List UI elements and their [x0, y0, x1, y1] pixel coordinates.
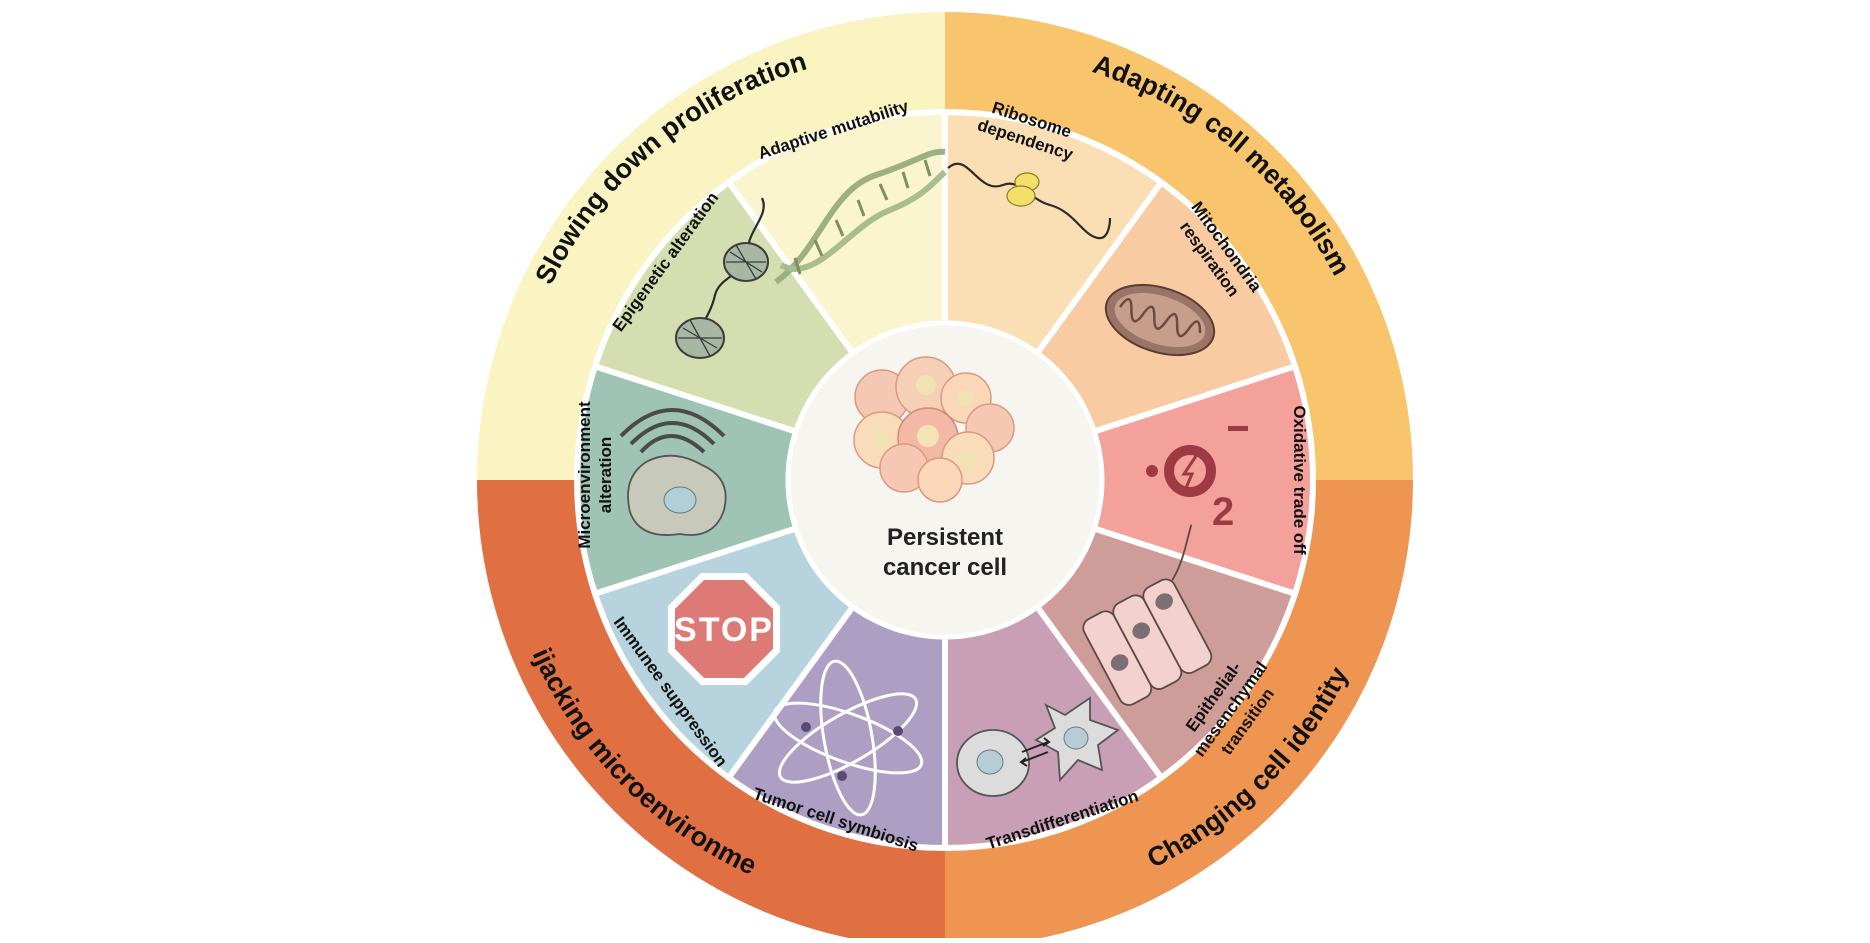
- cancer-cell-cluster-icon: [853, 356, 1015, 503]
- epithelial-cells-icon: [1082, 524, 1213, 706]
- segment-divider: [591, 362, 797, 435]
- segment-divider: [1093, 362, 1299, 435]
- segment-divider: [1093, 525, 1299, 598]
- center-title-line2: cancer cell: [883, 554, 1007, 581]
- segment-label-oxidative: Oxidative trade off: [1290, 405, 1309, 555]
- center-title-line1: Persistent: [887, 524, 1003, 551]
- transdifferentiation-icon: [956, 696, 1120, 797]
- stop-sign-text: STOP: [674, 611, 774, 649]
- svg-text:Microenvironment: Microenvironment: [575, 401, 594, 549]
- segment-divider: [1034, 605, 1166, 782]
- segment-epigenetic: [597, 184, 853, 432]
- superoxide-icon: 2: [1146, 426, 1248, 534]
- ribosome-icon: [947, 162, 1112, 240]
- segment-divider: [724, 605, 856, 782]
- segment-label-microenvironment: Microenvironment alteration: [575, 401, 615, 549]
- segment-ribosome: [945, 115, 1160, 353]
- signal-cell-icon: [619, 408, 727, 536]
- segment-symbiosis: [730, 607, 945, 845]
- o2-subscript: 2: [1212, 490, 1234, 534]
- nucleosome-icon: [675, 197, 769, 359]
- stop-sign-icon: STOP: [668, 573, 780, 685]
- segment-mutability: [730, 115, 945, 353]
- svg-text:Oxidative trade off: Oxidative trade off: [1290, 405, 1309, 555]
- segment-dividers: [591, 109, 1299, 851]
- dna-helix-icon: [774, 148, 947, 285]
- segment-divider: [1034, 178, 1166, 355]
- segment-icons: 2: [619, 148, 1248, 817]
- segment-divider: [591, 525, 797, 598]
- segment-oxidative: [1094, 367, 1310, 593]
- mitochondria-icon: [1104, 283, 1216, 357]
- center-circle: Persistent cancer cell: [785, 320, 1105, 640]
- svg-text:alteration: alteration: [596, 437, 615, 514]
- atom-icon: [772, 659, 924, 817]
